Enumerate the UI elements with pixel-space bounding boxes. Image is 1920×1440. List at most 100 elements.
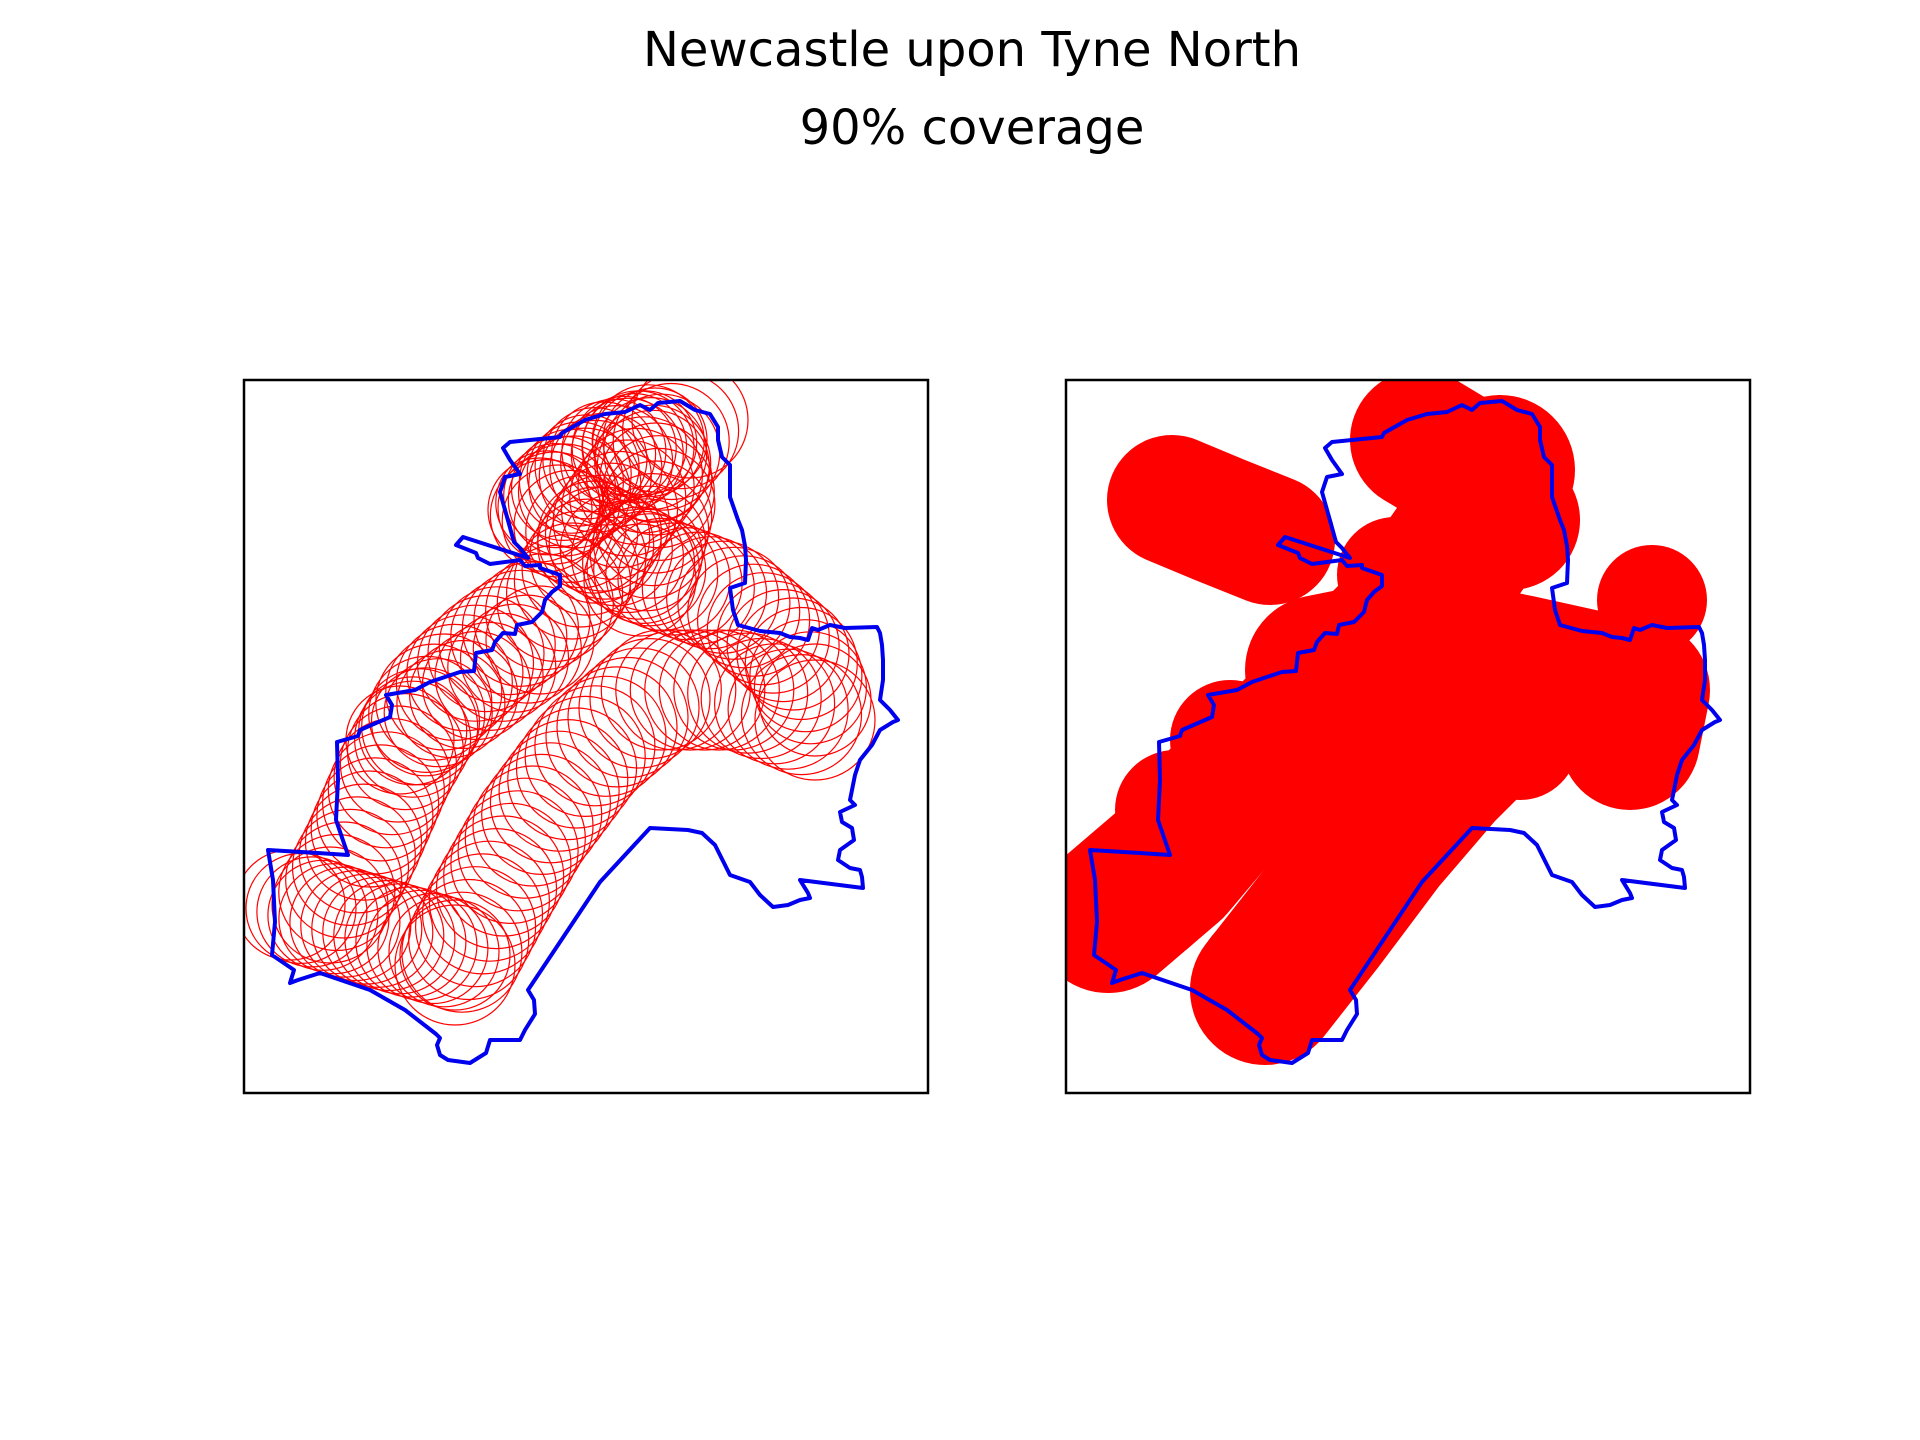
coverage-circle [415, 866, 537, 988]
coverage-disc [1580, 675, 1700, 795]
coverage-circle [484, 553, 603, 671]
coverage-circle [388, 896, 500, 1008]
coverage-circle [503, 443, 609, 549]
coverage-circle [498, 730, 620, 852]
coverage-circle [716, 580, 830, 694]
figure-subtitle: 90% coverage [800, 100, 1145, 156]
coverage-disc [1312, 580, 1432, 700]
coverage-circle [644, 629, 766, 751]
coverage-circle [629, 629, 751, 751]
coverage-circle [602, 387, 708, 493]
coverage-circle [749, 619, 863, 733]
coverage-circle [521, 510, 639, 628]
coverage-circle [278, 863, 390, 975]
coverage-circle [267, 859, 379, 971]
coverage-circle [344, 883, 456, 995]
coverage-circle [596, 409, 710, 523]
coverage-circle [450, 802, 572, 925]
coverage-circle [497, 451, 611, 565]
coverage-circle [740, 653, 863, 776]
coverage-circle [589, 637, 711, 760]
coverage-circle [615, 629, 737, 751]
coverage-area-fill [1066, 380, 1710, 1065]
coverage-circle [629, 526, 743, 641]
coverage-circle [485, 585, 595, 695]
coverage-circle [399, 899, 511, 1011]
coverage-circle [559, 493, 673, 607]
coverage-circle [727, 648, 849, 770]
coverage-disc [1462, 684, 1578, 800]
coverage-circle [534, 414, 640, 520]
coverage-disc [1090, 842, 1210, 962]
coverage-circle [459, 603, 570, 713]
coverage-circle [578, 647, 700, 769]
coverage-circle [758, 643, 872, 757]
coverage-circle [298, 796, 416, 914]
coverage-circle [355, 886, 467, 998]
coverage-circle [736, 597, 850, 711]
coverage-circle [515, 707, 638, 829]
coverage-circle [385, 633, 503, 751]
coverage-circle [322, 744, 440, 862]
coverage-circle [571, 395, 677, 501]
coverage-circle [561, 398, 667, 504]
coverage-circle [489, 742, 612, 864]
coverage-circle [556, 666, 678, 788]
coverage-circle [464, 777, 586, 899]
coverage-band [1107, 435, 1335, 605]
left-axes-frame [242, 378, 930, 1095]
coverage-circle [542, 407, 648, 513]
filled-coverage-panel [1064, 378, 1752, 1095]
coverage-circle [567, 656, 689, 779]
coverage-circle [447, 612, 557, 722]
coverage-circle [339, 705, 457, 823]
coverage-circle [548, 486, 662, 600]
right-axes-frame [1064, 378, 1752, 1095]
coverage-circle [310, 770, 428, 888]
coverage-circle [753, 631, 868, 745]
coverage-circle [366, 889, 478, 1001]
coverage-circle [673, 629, 795, 751]
coverage-circle [377, 892, 489, 1005]
coverage-circle [401, 891, 523, 1013]
coverage-circle [507, 718, 629, 841]
coverage-circle [622, 380, 740, 490]
coverage-circle [311, 873, 423, 985]
coverage-circle [304, 783, 423, 901]
coverage-circle [600, 629, 722, 751]
coverage-circle-outlines [244, 380, 876, 1026]
coverage-disc [1198, 913, 1322, 1037]
coverage-circle [524, 695, 646, 818]
coverage-circle [744, 606, 858, 721]
coverage-disc [1438, 408, 1562, 532]
constituency-boundary [1088, 399, 1722, 1065]
coverage-circle [428, 840, 550, 962]
coverage-circle [592, 390, 698, 496]
coverage-disc [1115, 750, 1235, 870]
coverage-circle [550, 401, 657, 507]
coverage-circle [538, 419, 652, 533]
coverage-circle [322, 876, 434, 988]
coverage-circle [333, 879, 445, 992]
coverage-circle [438, 586, 556, 704]
coverage-circle [472, 594, 582, 704]
coverage-circle [726, 588, 840, 703]
coverage-circle [505, 534, 624, 652]
coverage-circle [256, 856, 368, 968]
coverage-circle [408, 878, 530, 1001]
coverage-circle [327, 731, 445, 849]
coverage-circle [617, 522, 731, 636]
coverage-circle [612, 382, 730, 501]
coverage-circle [396, 648, 506, 759]
coverage-circle [581, 393, 688, 499]
coverage-circle [457, 790, 579, 912]
coverage-circle [495, 450, 601, 556]
coverage-circle [285, 821, 403, 939]
figure-title: Newcastle upon Tyne North [643, 22, 1301, 78]
coverage-circle [291, 808, 410, 927]
coverage-circle [461, 569, 580, 687]
coverage-circle [525, 475, 639, 589]
coverage-circle [358, 676, 468, 786]
constituency-boundary [266, 399, 900, 1065]
